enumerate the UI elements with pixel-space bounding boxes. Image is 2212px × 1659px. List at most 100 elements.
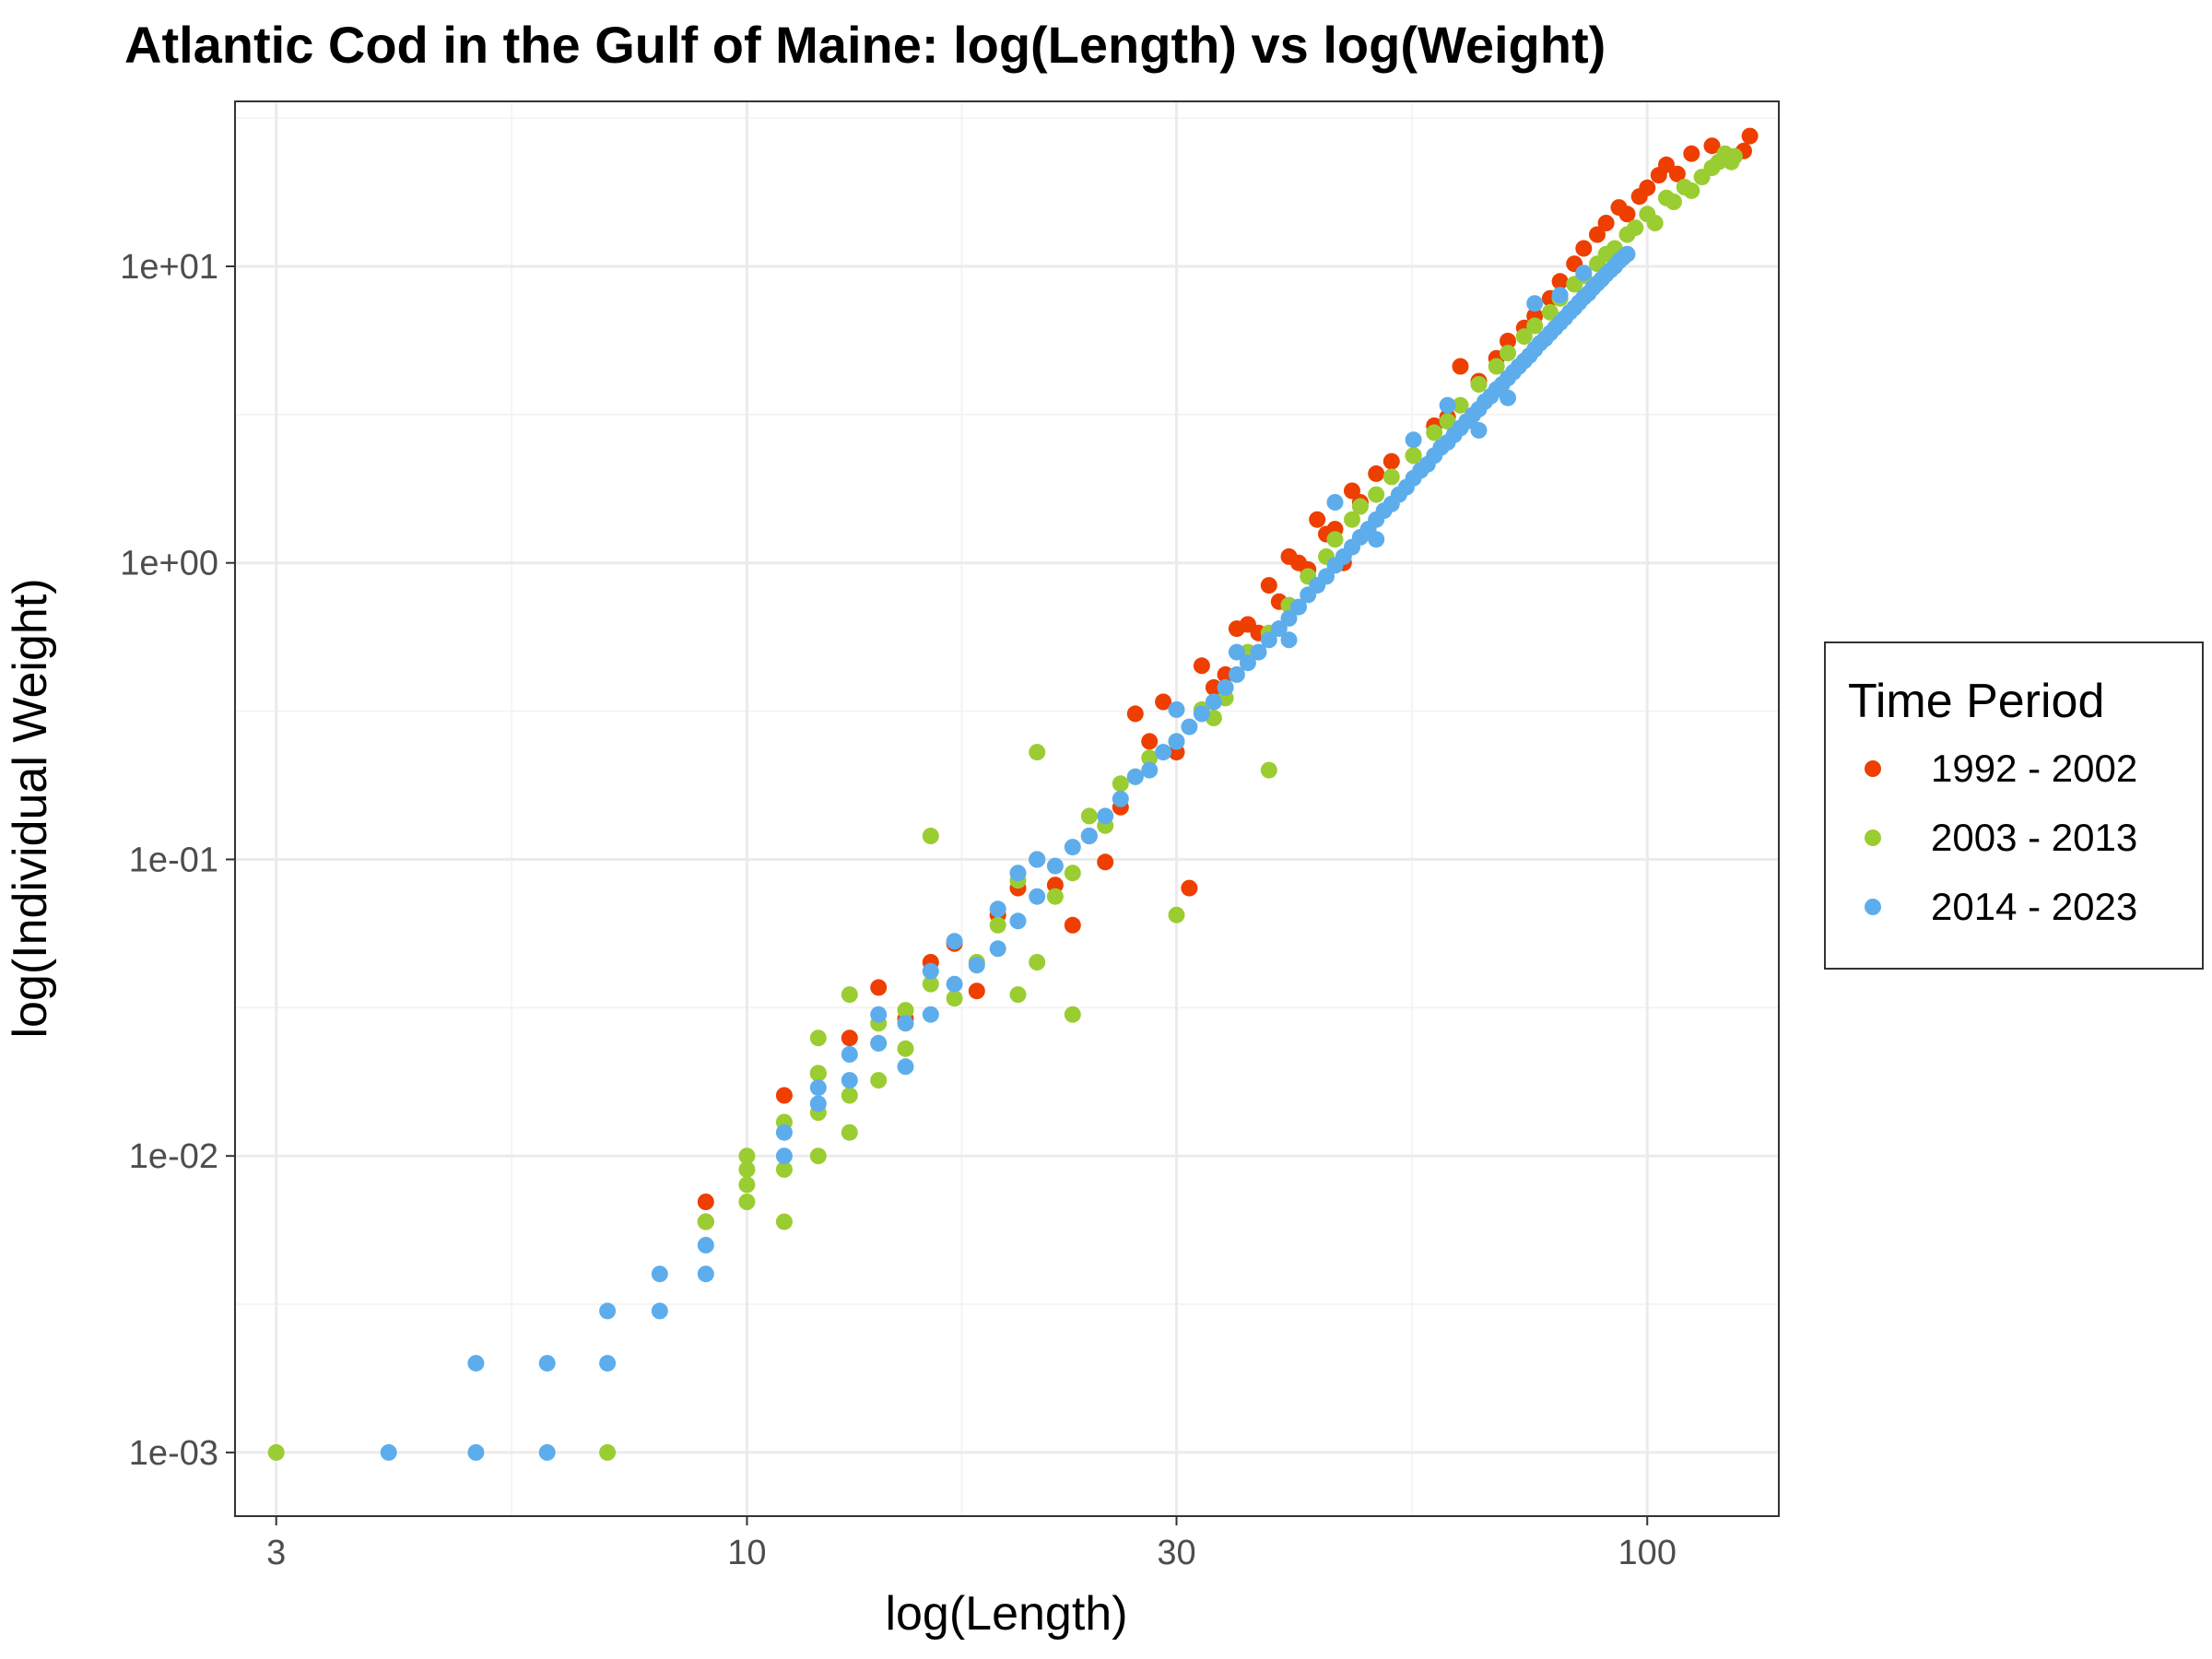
legend-key <box>1865 830 1881 846</box>
legend-label: 2014 - 2023 <box>1931 885 2137 928</box>
point-2003-2013 <box>1439 413 1456 430</box>
point-2003-2013 <box>1168 906 1185 924</box>
point-2003-2013 <box>1368 486 1385 503</box>
x-tick-label: 3 <box>266 1534 286 1572</box>
point-2003-2013 <box>1141 749 1159 767</box>
point-2014-2023 <box>1181 718 1198 735</box>
point-1992-2002 <box>1741 127 1759 145</box>
point-2003-2013 <box>1029 954 1046 971</box>
point-1992-2002 <box>1500 333 1516 349</box>
legend-label: 1992 - 2002 <box>1931 747 2137 790</box>
point-2003-2013 <box>1009 986 1027 1004</box>
point-2003-2013 <box>922 975 939 993</box>
point-1992-2002 <box>1575 240 1593 257</box>
point-2014-2023 <box>1009 912 1027 930</box>
point-2003-2013 <box>775 1160 793 1178</box>
point-2014-2023 <box>1239 654 1256 672</box>
point-2003-2013 <box>1646 215 1664 231</box>
legend-title: Time Period <box>1848 675 2104 728</box>
point-2014-2023 <box>1280 609 1298 627</box>
point-1992-2002 <box>1368 465 1385 482</box>
point-1992-2002 <box>1141 733 1159 750</box>
x-tick-label: 10 <box>727 1534 766 1572</box>
point-2003-2013 <box>897 1040 914 1057</box>
point-2014-2023 <box>1470 421 1488 439</box>
point-2014-2023 <box>809 1095 827 1112</box>
point-2003-2013 <box>267 1443 285 1461</box>
point-1992-2002 <box>697 1194 714 1210</box>
point-2014-2023 <box>870 1034 888 1052</box>
point-2014-2023 <box>922 1006 939 1023</box>
point-2003-2013 <box>1405 447 1422 465</box>
point-2003-2013 <box>1326 531 1344 548</box>
point-1992-2002 <box>870 979 888 996</box>
point-2014-2023 <box>1155 744 1172 761</box>
point-1992-2002 <box>1618 206 1636 223</box>
point-2014-2023 <box>1029 851 1046 868</box>
y-tick-label: 1e-03 <box>129 1434 218 1473</box>
point-1992-2002 <box>1260 577 1277 594</box>
point-2014-2023 <box>1551 287 1569 304</box>
point-2014-2023 <box>599 1302 617 1320</box>
point-2014-2023 <box>841 1046 858 1063</box>
point-2003-2013 <box>1064 865 1081 882</box>
point-2014-2023 <box>775 1147 793 1165</box>
point-2014-2023 <box>1029 888 1046 905</box>
point-2003-2013 <box>1351 498 1369 515</box>
point-2014-2023 <box>1368 531 1385 548</box>
point-2003-2013 <box>809 1030 827 1047</box>
point-2014-2023 <box>1575 265 1593 282</box>
point-1992-2002 <box>1703 137 1721 155</box>
point-2014-2023 <box>1112 790 1129 807</box>
point-2014-2023 <box>1168 700 1185 718</box>
point-2003-2013 <box>697 1213 714 1230</box>
point-1992-2002 <box>1309 511 1326 528</box>
y-tick-label: 1e+01 <box>120 248 218 287</box>
point-2014-2023 <box>1405 431 1422 449</box>
point-2003-2013 <box>841 1124 858 1141</box>
data-points <box>267 127 1759 1461</box>
point-2014-2023 <box>989 900 1006 918</box>
point-2014-2023 <box>1526 295 1544 312</box>
point-2014-2023 <box>1126 768 1144 785</box>
point-2014-2023 <box>841 1072 858 1089</box>
point-2014-2023 <box>1228 665 1245 683</box>
plot-panel <box>234 100 1780 1517</box>
point-2014-2023 <box>1290 598 1307 616</box>
point-2003-2013 <box>1382 468 1400 486</box>
legend: Time Period 1992 - 2002 2003 - 2013 2014 -… <box>1824 641 2204 970</box>
point-2014-2023 <box>946 975 963 993</box>
point-2003-2013 <box>738 1176 756 1194</box>
point-1992-2002 <box>1097 853 1114 871</box>
point-2014-2023 <box>1260 631 1277 649</box>
y-tick-label: 1e-01 <box>129 841 218 879</box>
point-2003-2013 <box>1046 888 1064 905</box>
point-2014-2023 <box>1326 494 1344 511</box>
legend-items: 1992 - 2002 2003 - 2013 2014 - 2023 <box>1865 747 2137 928</box>
point-2014-2023 <box>1217 678 1234 696</box>
point-2014-2023 <box>897 1015 914 1032</box>
x-axis-title: log(Length) <box>885 1587 1127 1641</box>
point-2003-2013 <box>1500 345 1516 362</box>
point-2014-2023 <box>599 1355 617 1372</box>
point-2003-2013 <box>1029 744 1046 761</box>
point-2003-2013 <box>870 1072 888 1089</box>
point-1992-2002 <box>1382 453 1400 470</box>
point-2014-2023 <box>1080 828 1098 844</box>
point-1992-2002 <box>1046 877 1064 894</box>
legend-label: 2003 - 2013 <box>1931 816 2137 859</box>
point-2014-2023 <box>1064 839 1081 856</box>
point-2014-2023 <box>697 1265 714 1283</box>
chart-title: Atlantic Cod in the Gulf of Maine: log(L… <box>124 16 1606 74</box>
x-tick-label: 100 <box>1618 1534 1677 1572</box>
point-2003-2013 <box>1665 194 1682 210</box>
point-2003-2013 <box>1344 511 1360 528</box>
point-2003-2013 <box>738 1160 756 1178</box>
point-2014-2023 <box>538 1355 556 1372</box>
point-2003-2013 <box>738 1147 756 1165</box>
point-2003-2013 <box>1452 396 1469 414</box>
point-1992-2002 <box>1683 145 1700 162</box>
point-2014-2023 <box>1270 620 1288 638</box>
point-2014-2023 <box>968 957 985 974</box>
